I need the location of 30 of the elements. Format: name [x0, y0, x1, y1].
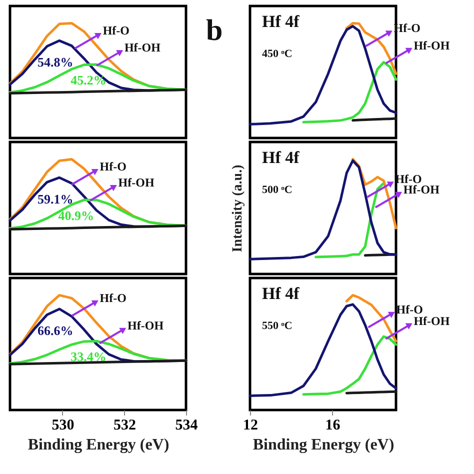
x-tick-label: 534 — [175, 418, 198, 434]
annotation: Hf-OH — [414, 314, 450, 328]
annotation: Hf 4f — [262, 12, 300, 31]
annotation: 66.6% — [38, 322, 74, 338]
annotation: Hf-O — [100, 290, 126, 305]
annotation: Hf-OH — [128, 318, 164, 332]
annotation: 450 ᵒC — [262, 48, 292, 60]
y-axis-title: Intensity (a.u.) — [230, 164, 246, 252]
annotation: 45.2% — [70, 72, 106, 88]
annotation: 550 ᵒC — [262, 320, 292, 332]
x-tick-label: 530 — [52, 418, 74, 434]
annotation: Hf-O — [100, 159, 126, 174]
annotation: 54.8% — [38, 54, 74, 70]
annotation: 40.9% — [58, 208, 94, 223]
annotation: Hf-OH — [403, 182, 440, 196]
annotation: Hf-OH — [124, 40, 162, 55]
x-tick-label: 532 — [113, 418, 136, 434]
x-tick-label: 12 — [243, 418, 258, 434]
annotation: Hf-OH — [118, 176, 155, 190]
annotation: 59.1% — [38, 192, 74, 207]
x-axis-title: Binding Energy (eV) — [252, 436, 394, 454]
chart-title: b — [206, 14, 223, 47]
annotation: 500 ᵒC — [262, 184, 292, 196]
x-axis-title: Binding Energy (eV) — [28, 436, 170, 454]
annotation: 33.4% — [70, 349, 106, 364]
x-tick-label: 16 — [325, 418, 341, 434]
annotation: Hf-OH — [414, 38, 450, 52]
annotation: Hf 4f — [262, 284, 300, 303]
annotation: Hf 4f — [262, 148, 300, 167]
annotation: Hf-O — [102, 23, 130, 38]
